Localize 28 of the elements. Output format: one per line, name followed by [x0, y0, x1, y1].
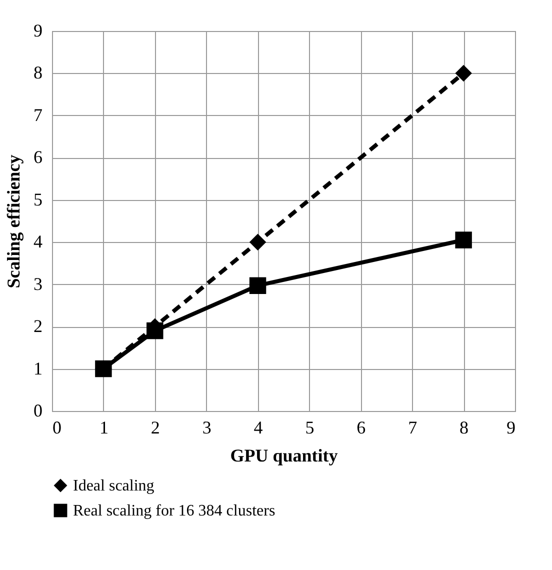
y-tick-label: 3 — [34, 274, 42, 294]
y-tick-label: 2 — [34, 316, 42, 336]
y-axis-title: Scaling efficiency — [4, 154, 24, 288]
y-tick-label: 4 — [34, 232, 42, 252]
y-tick-label: 0 — [34, 400, 42, 420]
x-tick-label: 4 — [254, 418, 263, 438]
y-tick-label: 8 — [34, 62, 42, 83]
point — [455, 64, 472, 82]
legend-label: Ideal scaling — [73, 478, 154, 494]
y-tick-label: 5 — [34, 189, 42, 210]
x-tick-label: 2 — [150, 418, 160, 438]
y-tick-label: 6 — [34, 147, 42, 168]
x-tick-label: 3 — [202, 418, 212, 438]
x-tick-label: 8 — [460, 418, 469, 438]
legend-label: Real scaling for 16 384 clusters — [73, 502, 276, 520]
x-axis-title: GPU quantity — [230, 446, 338, 466]
y-tick-label: 1 — [34, 358, 42, 378]
y-tick-label: 9 — [34, 20, 42, 40]
x-tick-label: 1 — [99, 418, 108, 438]
x-tick-label: 6 — [356, 418, 366, 438]
x-tick-label: 5 — [305, 418, 314, 438]
y-tick-label: 7 — [34, 104, 42, 125]
point — [249, 277, 266, 294]
x-tick-label: 0 — [52, 418, 62, 438]
point — [455, 232, 472, 248]
x-tick-label: 9 — [506, 418, 516, 438]
point — [249, 234, 266, 250]
x-tick-label: 7 — [408, 418, 418, 438]
